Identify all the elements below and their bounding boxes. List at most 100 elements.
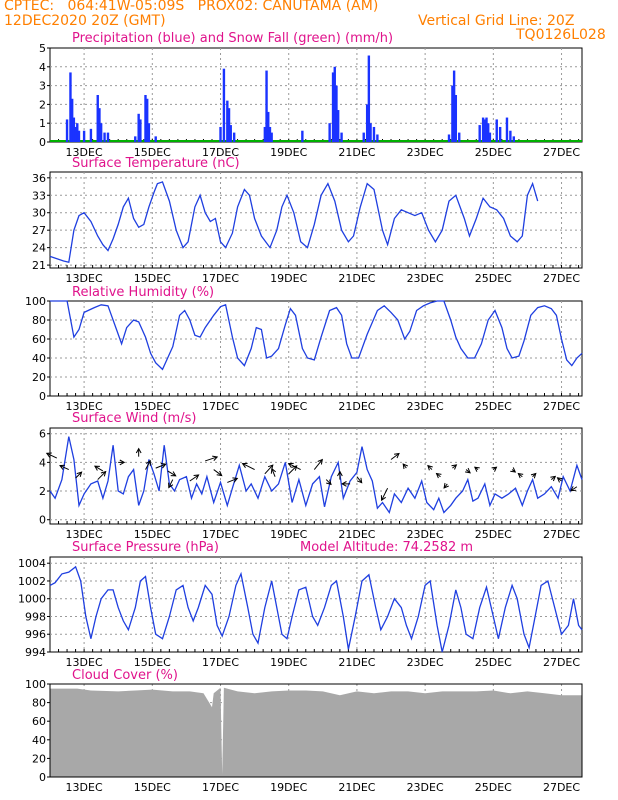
rh-ytick-label: 80	[32, 314, 46, 327]
precip-panel: 0 1 2 3 4 5 13DEC 15DEC 17DEC 19DEC 21DEC 23DEC 25DE…	[39, 31, 583, 159]
wind-arrow-head	[119, 459, 126, 466]
wind-arrow-head	[270, 467, 277, 474]
wind-arrow	[168, 479, 174, 488]
precip-bar	[454, 95, 458, 142]
pres-xtick-label: 27DEC	[543, 656, 580, 669]
temp-ytick-label: 30	[32, 207, 46, 220]
wind-ytick-label: 0	[39, 514, 46, 527]
wind-arrow-head	[170, 471, 177, 477]
wind-arrow-head	[76, 471, 83, 478]
wind-arrow-head	[326, 479, 332, 486]
wind-xtick-label: 25DEC	[475, 528, 512, 541]
pres-xtick-label: 23DEC	[407, 656, 444, 669]
wind-arrow-head	[435, 472, 442, 479]
temp-panel: 21 24 27 30 33 36 13DEC 15DEC 17DEC 19DEC 21DEC 23D…	[32, 156, 583, 285]
wind-arrow-head	[241, 462, 248, 468]
precip-bar	[134, 136, 137, 142]
precip-bar	[96, 95, 99, 142]
temp-xtick-label: 25DEC	[475, 272, 512, 285]
pres-ytick-label: 996	[25, 628, 46, 641]
temp-xtick-label: 27DEC	[543, 272, 580, 285]
wind-arrow	[325, 479, 332, 485]
precip-title: Precipitation (blue) and Snow Fall (gree…	[72, 31, 393, 46]
precip-bar	[145, 98, 149, 142]
precip-ytick-label: 1	[39, 117, 46, 130]
precip-bar	[89, 128, 93, 142]
cloud-xtick-label: 17DEC	[202, 781, 239, 794]
wind-arrow	[213, 469, 222, 476]
precip-bar	[447, 134, 451, 142]
wind-arrow	[381, 487, 389, 501]
temp-xtick-label: 21DEC	[338, 272, 375, 285]
precip-bar	[70, 98, 74, 142]
pres-ytick-label: 994	[25, 646, 46, 659]
wind-xtick-label: 27DEC	[543, 528, 580, 541]
wind-panel: 0 2 4 6 13DEC 15DEC 17DEC 19DEC 21DEC 23DEC 25DEC 2…	[39, 411, 583, 541]
wind-arrow	[356, 476, 363, 484]
pres-ytick-label: 1004	[18, 557, 46, 570]
pres-xtick-label: 13DEC	[66, 656, 103, 669]
precip-xtick-label: 13DEC	[66, 146, 103, 159]
wind-arrow-head	[556, 477, 563, 483]
precip-bar	[340, 132, 343, 142]
wind-xtick-label: 19DEC	[270, 528, 307, 541]
cloud-xtick-label: 23DEC	[407, 781, 444, 794]
precip-bar	[154, 136, 157, 142]
wind-arrow-head	[135, 447, 142, 454]
temp-xtick-label: 15DEC	[134, 272, 171, 285]
precip-bar	[270, 132, 273, 142]
pres-xtick-label: 15DEC	[134, 656, 171, 669]
rh-xtick-label: 27DEC	[543, 400, 580, 413]
rh-xtick-label: 17DEC	[202, 400, 239, 413]
cloud-ytick-label: 80	[32, 697, 46, 710]
rh-xtick-label: 23DEC	[407, 400, 444, 413]
precip-bar	[376, 134, 379, 142]
precip-bar	[367, 55, 371, 142]
precip-bar	[77, 130, 81, 142]
wind-line	[49, 436, 583, 515]
precip-bar	[487, 123, 490, 142]
rh-ytick-label: 40	[32, 352, 46, 365]
wind-arrow	[155, 463, 166, 469]
wind-arrow-head	[160, 463, 167, 469]
wind-arrow-head	[443, 482, 449, 489]
cloud-frame-top	[49, 683, 583, 778]
temp-ytick-label: 24	[32, 242, 46, 255]
precip-ytick-label: 2	[39, 98, 46, 111]
wind-arrow	[264, 464, 274, 475]
precip-bar	[485, 117, 488, 142]
pres-xtick-label: 19DEC	[270, 656, 307, 669]
precip-bar	[144, 95, 147, 142]
rh-line	[50, 300, 583, 371]
precip-bar	[69, 72, 72, 142]
wind-arrow-head	[212, 455, 219, 461]
wind-arrow-head	[100, 470, 107, 477]
precip-bar	[65, 119, 69, 142]
wind-arrow	[313, 459, 323, 470]
wind-arrow-head	[530, 472, 537, 479]
temp-frame	[49, 171, 583, 269]
precip-bar	[267, 111, 270, 142]
wind-ytick-label: 4	[39, 456, 46, 469]
precip-bar	[488, 132, 492, 142]
header-location: CPTEC: 064:41W-05:09S PROX02: CANUTAMA (…	[4, 0, 379, 14]
wind-arrow-head	[402, 463, 408, 470]
precip-frame	[49, 47, 583, 143]
temp-line	[49, 181, 539, 263]
header-run-time: 12DEC2020 20Z (GMT)	[4, 13, 166, 29]
precip-bar	[72, 117, 76, 142]
precip-bar	[82, 130, 86, 142]
pres-xtick-label: 25DEC	[475, 656, 512, 669]
temp-ytick-label: 27	[32, 224, 46, 237]
cloud-cover-area	[50, 687, 582, 777]
rh-title: Relative Humidity (%)	[72, 285, 214, 300]
pres-panel: 994 996 998 1000 1002 1004 13DEC 15DEC 17DEC 19DE…	[18, 540, 583, 669]
wind-arrow-head	[465, 467, 471, 474]
wind-arrow	[46, 452, 58, 459]
precip-xtick-label: 21DEC	[338, 146, 375, 159]
precip-bar	[365, 104, 369, 142]
pres-ytick-label: 1002	[18, 575, 46, 588]
wind-ytick-label: 2	[39, 485, 46, 498]
precip-bar	[99, 123, 103, 142]
rh-frame	[49, 300, 583, 397]
